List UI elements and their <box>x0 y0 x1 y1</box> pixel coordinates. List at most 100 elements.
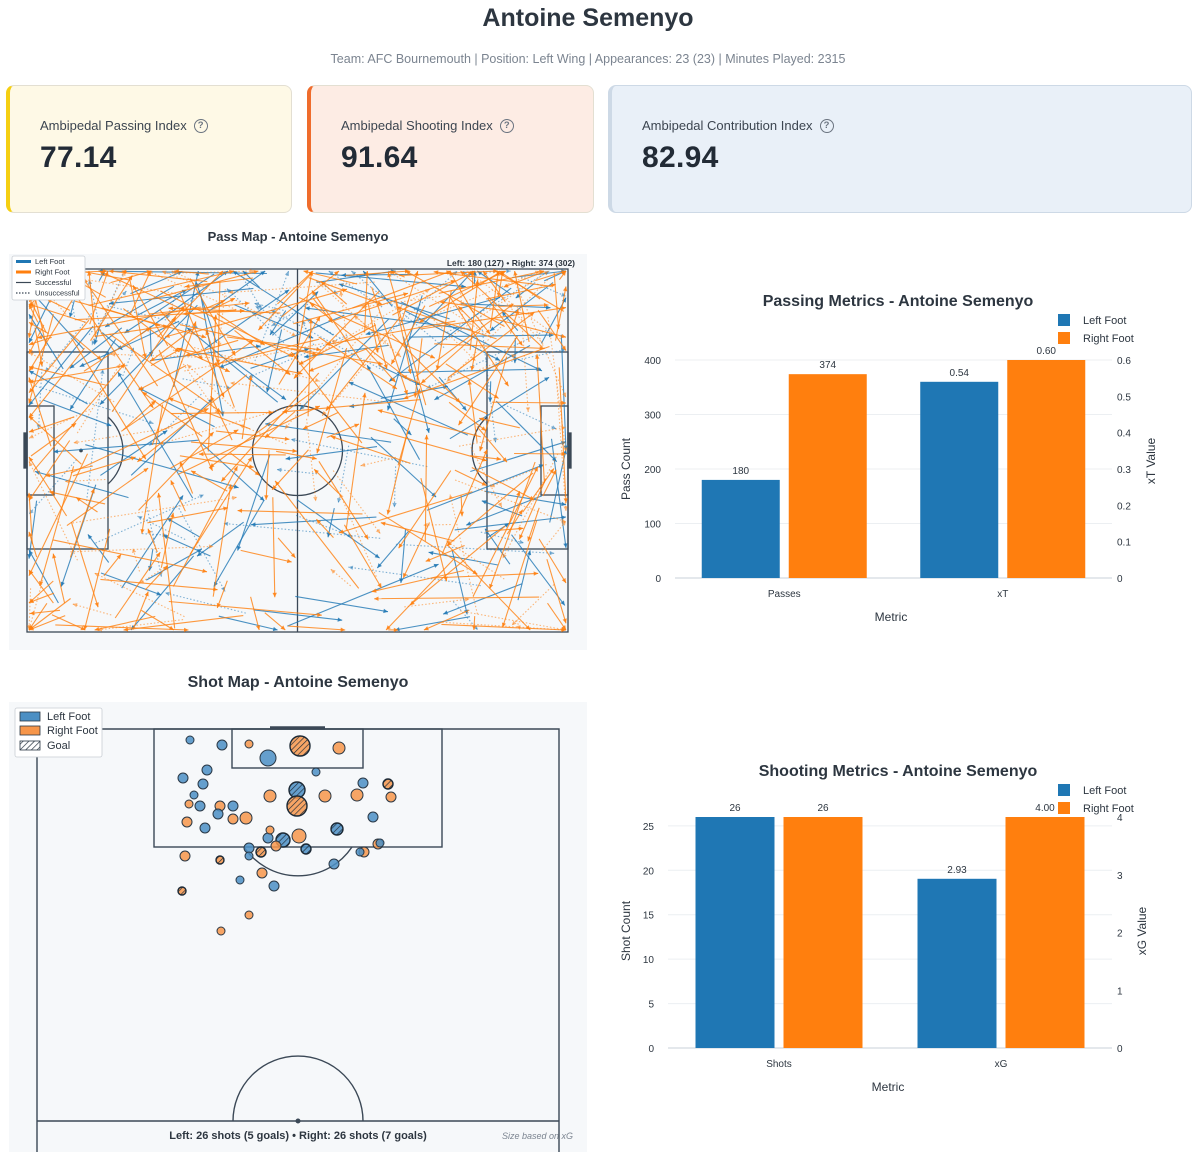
shot-right-foot[interactable] <box>350 788 364 802</box>
pass-line <box>405 270 505 327</box>
bar-right-foot[interactable] <box>783 817 863 1048</box>
pass-arrowhead <box>387 272 392 278</box>
pass-arrowhead <box>28 625 33 630</box>
pass-arrowhead <box>209 463 215 468</box>
bar-left-foot[interactable] <box>701 479 780 578</box>
pass-line <box>368 427 487 462</box>
pass-line <box>148 302 250 315</box>
shot-right-foot[interactable] <box>263 789 277 803</box>
shot-left-foot[interactable] <box>268 880 280 892</box>
shot-right-foot[interactable] <box>385 791 397 803</box>
pass-line <box>28 456 68 517</box>
pass-arrowhead <box>353 315 359 320</box>
shot-left-foot[interactable] <box>212 808 224 820</box>
shot-left-foot[interactable] <box>262 832 274 844</box>
shot-left-foot[interactable] <box>227 800 239 812</box>
pass-arrowhead <box>428 551 434 556</box>
y-tick-label: 200 <box>644 465 661 476</box>
pass-arrowhead <box>545 305 551 310</box>
pass-line <box>271 449 309 491</box>
pass-lines <box>27 268 568 633</box>
pass-line <box>337 445 350 503</box>
passing-y2axis-label: xT Value <box>1144 438 1158 485</box>
pass-arrowhead <box>470 356 476 361</box>
pass-line <box>210 395 233 441</box>
pass-line <box>445 270 549 341</box>
shot-left-foot[interactable] <box>201 764 213 776</box>
bar-left-foot[interactable] <box>920 381 999 578</box>
legend-label-right: Right Foot <box>1083 333 1134 345</box>
shot-left-foot[interactable] <box>328 858 340 870</box>
shot-left-foot[interactable] <box>244 851 254 861</box>
pass-arrowhead <box>429 354 435 359</box>
y-tick-label: 0 <box>648 1044 654 1055</box>
shot-right-foot[interactable] <box>181 816 193 828</box>
passing-index-label-row: Ambipedal Passing Index ? <box>40 118 261 133</box>
penalty-arc <box>243 846 353 877</box>
shot-left-foot[interactable] <box>177 772 189 784</box>
pass-line <box>373 322 388 370</box>
bar-left-foot[interactable] <box>695 817 775 1048</box>
pass-arrowhead <box>314 405 320 410</box>
pass-line <box>276 450 317 460</box>
shot-right-foot[interactable] <box>291 828 307 844</box>
bar-right-foot[interactable] <box>1005 817 1085 1048</box>
pass-arrowhead <box>513 271 518 276</box>
shot-left-foot[interactable] <box>375 838 385 848</box>
pass-line <box>79 320 180 368</box>
y-tick-label: 25 <box>643 822 655 833</box>
shooting-metrics-bars: 26 26 2.93 4.00 <box>695 803 1085 1048</box>
pass-arrowhead <box>284 271 289 276</box>
pass-arrowhead <box>535 354 540 359</box>
passing-index-label: Ambipedal Passing Index <box>40 118 187 133</box>
pass-arrowhead <box>198 452 204 457</box>
shot-right-foot[interactable] <box>216 926 226 936</box>
bar-left-foot[interactable] <box>917 878 997 1048</box>
pass-line <box>433 271 552 287</box>
shot-left-foot[interactable] <box>367 811 379 823</box>
pass-arrowhead <box>248 340 254 345</box>
shot-left-foot[interactable] <box>235 875 245 885</box>
shot-right-foot[interactable] <box>239 811 253 825</box>
bar-right-foot[interactable] <box>1007 360 1086 578</box>
shot-right-foot[interactable] <box>227 813 239 825</box>
pass-line <box>366 364 421 460</box>
shot-left-foot[interactable] <box>216 739 228 751</box>
pass-arrowhead <box>367 365 372 371</box>
shot-left-foot[interactable] <box>357 777 369 789</box>
pass-line <box>95 494 205 544</box>
shot-left-foot[interactable] <box>185 735 195 745</box>
pass-pitch <box>23 268 572 633</box>
help-icon[interactable]: ? <box>499 118 514 133</box>
shot-right-foot[interactable] <box>256 867 268 879</box>
shot-left-foot[interactable] <box>355 847 365 857</box>
pass-line <box>282 399 421 413</box>
legend-swatch-left <box>1058 784 1070 796</box>
shot-right-foot[interactable] <box>184 799 194 809</box>
pass-line <box>447 294 509 387</box>
shot-right-foot[interactable] <box>244 739 254 749</box>
pass-arrowhead <box>386 509 391 515</box>
shot-right-foot[interactable] <box>270 840 282 852</box>
shot-right-foot[interactable] <box>318 789 332 803</box>
pass-arrowhead <box>39 361 44 367</box>
pass-line <box>45 465 94 477</box>
shot-left-foot[interactable] <box>194 800 206 812</box>
shot-right-foot[interactable] <box>179 850 191 862</box>
shot-left-foot[interactable] <box>197 778 209 790</box>
shot-left-foot[interactable] <box>189 790 199 800</box>
shot-right-foot[interactable] <box>332 741 346 755</box>
pass-arrowhead <box>413 392 418 398</box>
shot-left-foot[interactable] <box>259 749 277 767</box>
shot-left-foot[interactable] <box>311 767 321 777</box>
x-tick-label: Passes <box>768 589 801 600</box>
shot-left-foot[interactable] <box>199 822 211 834</box>
y2-tick-label: 3 <box>1117 871 1123 882</box>
bar-right-foot[interactable] <box>788 374 867 578</box>
pass-line <box>240 549 292 563</box>
pass-arrowhead <box>543 303 549 308</box>
help-icon[interactable]: ? <box>193 118 208 133</box>
help-icon[interactable]: ? <box>819 118 834 133</box>
shot-right-foot[interactable] <box>265 825 275 835</box>
shot-right-foot[interactable] <box>244 910 254 920</box>
